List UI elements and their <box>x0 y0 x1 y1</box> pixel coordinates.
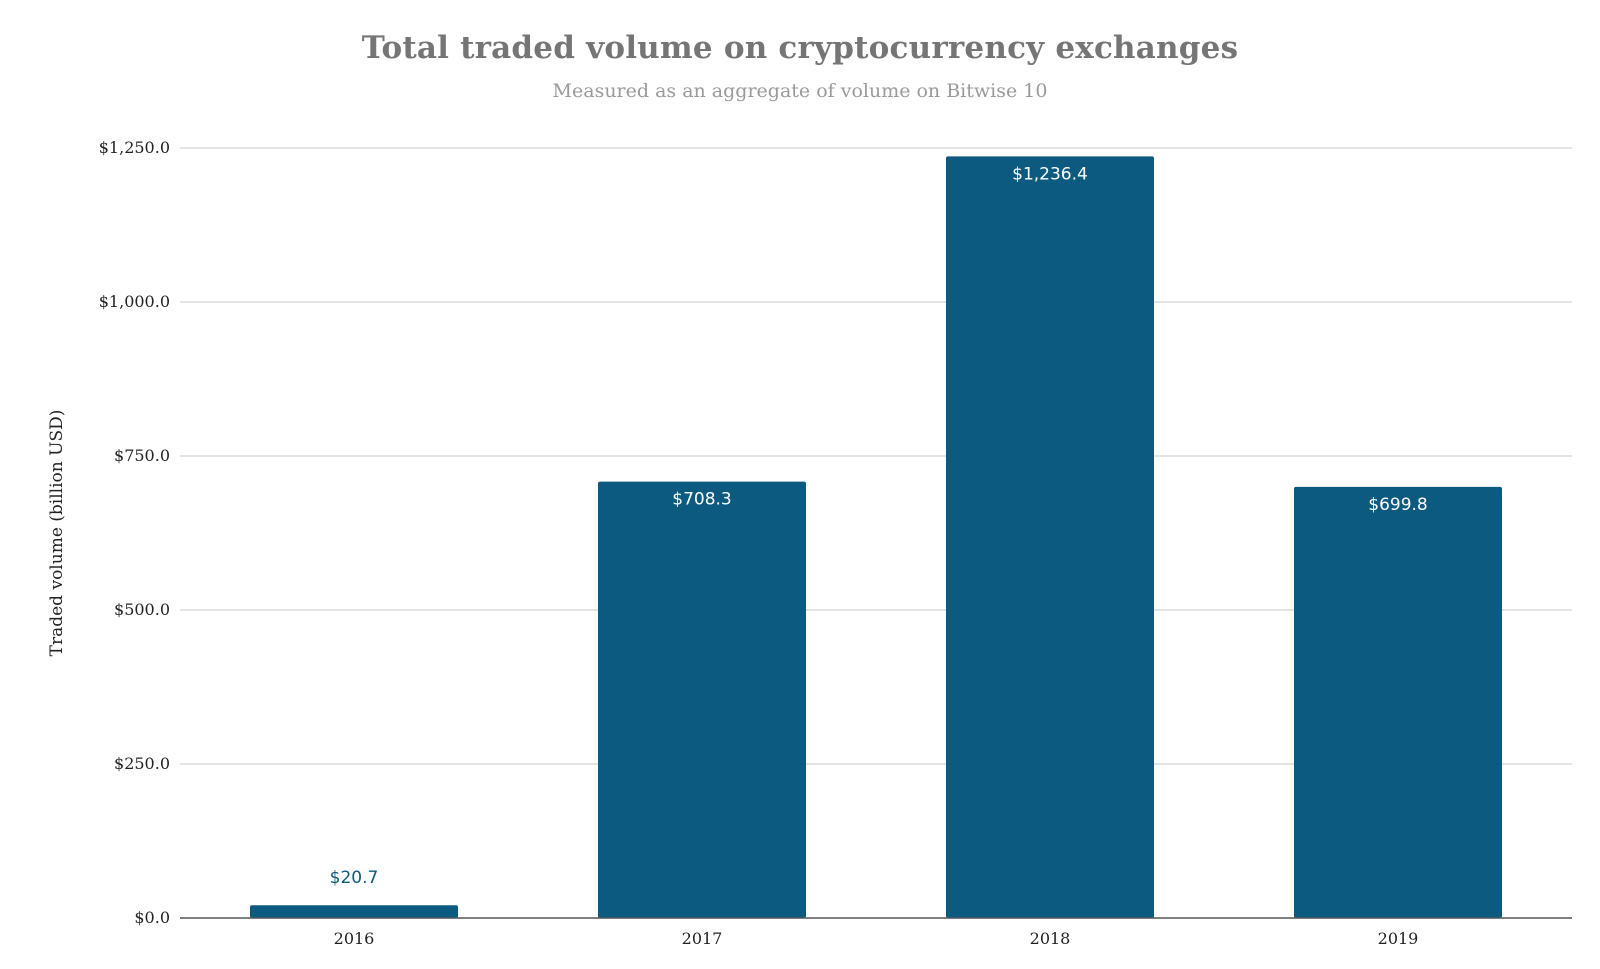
bar-value-label: $1,236.4 <box>1012 164 1088 184</box>
y-axis-ticks: $0.0 $250.0 $500.0 $750.0 $1,000.0 $1,250.0 <box>99 138 170 927</box>
bar-value-label: $20.7 <box>330 868 379 888</box>
x-tick-label: 2019 <box>1378 929 1419 948</box>
bar-2016 <box>250 905 458 918</box>
x-tick-label: 2016 <box>334 929 375 948</box>
bar-value-label: $699.8 <box>1368 495 1427 515</box>
y-tick-label: $1,250.0 <box>99 138 170 157</box>
y-axis-title: Traded volume (billion USD) <box>47 410 67 657</box>
x-tick-label: 2017 <box>682 929 723 948</box>
chart-title: Total traded volume on cryptocurrency ex… <box>361 30 1239 66</box>
bar-value-labels: $20.7 $708.3 $1,236.4 $699.8 <box>330 164 1428 888</box>
bar-value-label: $708.3 <box>672 490 731 510</box>
bar-2017 <box>598 481 806 918</box>
y-tick-label: $750.0 <box>114 446 170 465</box>
bars <box>250 156 1502 919</box>
y-tick-label: $1,000.0 <box>99 292 170 311</box>
y-tick-label: $250.0 <box>114 754 170 773</box>
y-tick-label: $500.0 <box>114 600 170 619</box>
bar-2018 <box>946 156 1154 919</box>
x-tick-label: 2018 <box>1030 929 1071 948</box>
x-axis-ticks: 2016 2017 2018 2019 <box>334 929 1419 948</box>
y-tick-label: $0.0 <box>134 908 170 927</box>
chart-subtitle: Measured as an aggregate of volume on Bi… <box>552 80 1048 102</box>
bar-2019 <box>1294 486 1502 918</box>
